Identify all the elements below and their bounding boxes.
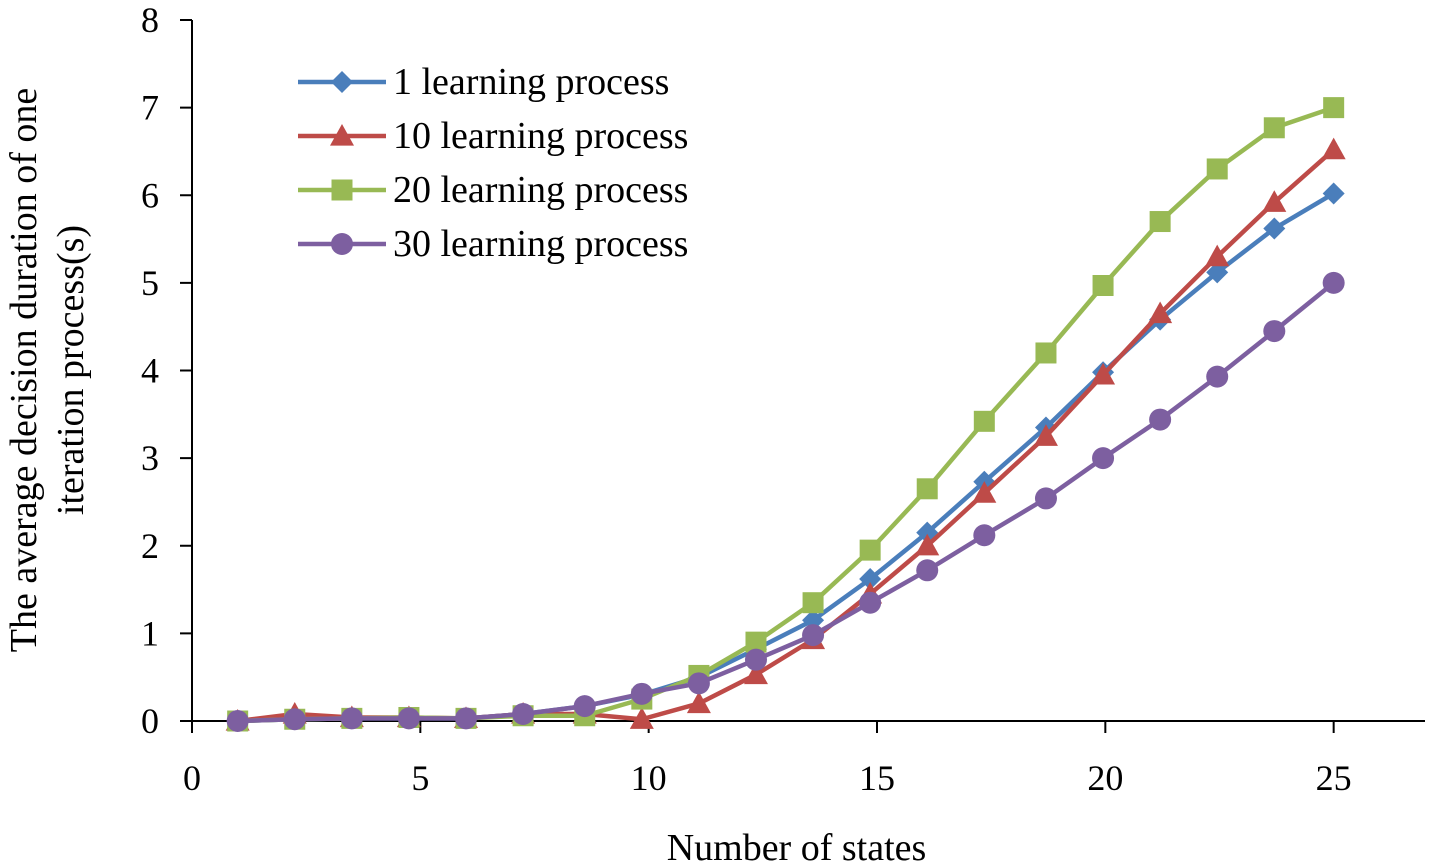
data-point-circle-marker [973,524,996,547]
legend-item: 20 learning process [298,169,688,211]
data-point-circle-marker [1034,487,1057,510]
data-point-square-marker [1149,211,1171,233]
y-tick-label: 8 [141,0,159,40]
y-tick-label: 3 [141,438,159,478]
data-point-circle-marker [744,648,767,671]
data-point-circle-marker [573,695,596,718]
data-point-triangle-marker [1148,301,1173,324]
plot-area [225,97,1346,732]
data-point-triangle-marker [915,533,940,556]
data-point-triangle-marker [686,691,711,714]
legend-diamond-marker [331,71,353,93]
x-tick-label: 0 [183,758,201,798]
data-point-circle-marker [1263,320,1286,343]
data-point-square-marker [745,631,767,653]
data-point-diamond-marker [1322,182,1345,205]
legend-item: 10 learning process [298,115,688,157]
data-point-triangle-marker [1205,244,1230,267]
data-point-square-marker [916,478,938,500]
data-point-triangle-marker [743,662,768,685]
legend-label: 30 learning process [393,223,688,265]
data-point-circle-marker [1322,271,1345,294]
data-point-square-marker [1206,158,1228,180]
data-point-triangle-marker [629,707,654,729]
y-axis-title-line1: The average decision duration of one [3,88,45,653]
data-point-circle-marker [1092,447,1115,470]
x-tick-label: 5 [411,758,429,798]
legend-circle-marker [331,233,353,255]
legend-label: 1 learning process [393,61,669,103]
data-point-circle-marker [859,591,882,614]
data-point-circle-marker [802,624,825,647]
series-line [235,191,1336,724]
data-point-square-marker [1323,97,1345,119]
data-point-diamond-marker [1263,217,1286,240]
data-point-triangle-marker [1033,424,1058,446]
y-axis-title-line2: iteration process(s) [50,225,92,515]
data-point-circle-marker [916,559,939,582]
axes: 0 1 2 3 4 5 6 7 8 0 5 10 15 20 25 Number of states The a… [3,0,1425,868]
data-point-square-marker [973,410,995,432]
y-tick-label: 4 [141,351,159,391]
y-tick-label: 1 [141,613,159,653]
data-point-diamond-marker [859,568,882,591]
y-tick-label: 7 [141,88,159,128]
data-point-circle-marker [687,672,710,695]
x-tick-label: 15 [859,758,895,798]
data-point-diamond-marker [1206,261,1229,284]
data-point-circle-marker [630,682,653,705]
data-point-circle-marker [512,702,535,725]
data-point-square-marker [859,539,881,561]
y-tick-label: 6 [141,175,159,215]
data-point-circle-marker [1149,408,1172,431]
legend-item: 30 learning process [298,223,688,265]
legend: 1 learning process 10 learning process 20 … [298,61,688,265]
data-point-circle-marker [397,707,420,730]
x-tick-label: 25 [1316,758,1352,798]
y-tick-label: 2 [141,526,159,566]
data-point-square-marker [1035,342,1057,364]
data-point-square-marker [1263,117,1285,139]
legend-label: 10 learning process [393,115,688,157]
data-point-square-marker [1092,275,1114,297]
data-point-square-marker [802,592,824,614]
x-tick-label: 20 [1087,758,1123,798]
data-point-circle-marker [340,707,363,730]
data-point-circle-marker [455,707,477,730]
y-tick-label: 5 [141,263,159,303]
legend-label: 20 learning process [393,169,688,211]
data-point-triangle-marker [972,481,997,503]
data-point-triangle-marker [1321,137,1346,160]
legend-square-marker [331,179,353,201]
data-point-circle-marker [1206,365,1229,388]
legend-triangle-marker [330,124,354,146]
data-point-triangle-marker [1091,362,1116,385]
x-tick-label: 10 [631,758,667,798]
data-point-circle-marker [283,708,306,731]
legend-item: 1 learning process [298,61,669,103]
data-point-circle-marker [226,710,249,732]
data-point-triangle-marker [1262,190,1287,212]
x-axis-title: Number of states [667,827,927,868]
y-tick-label: 0 [141,701,159,741]
series-4 [226,271,1345,732]
